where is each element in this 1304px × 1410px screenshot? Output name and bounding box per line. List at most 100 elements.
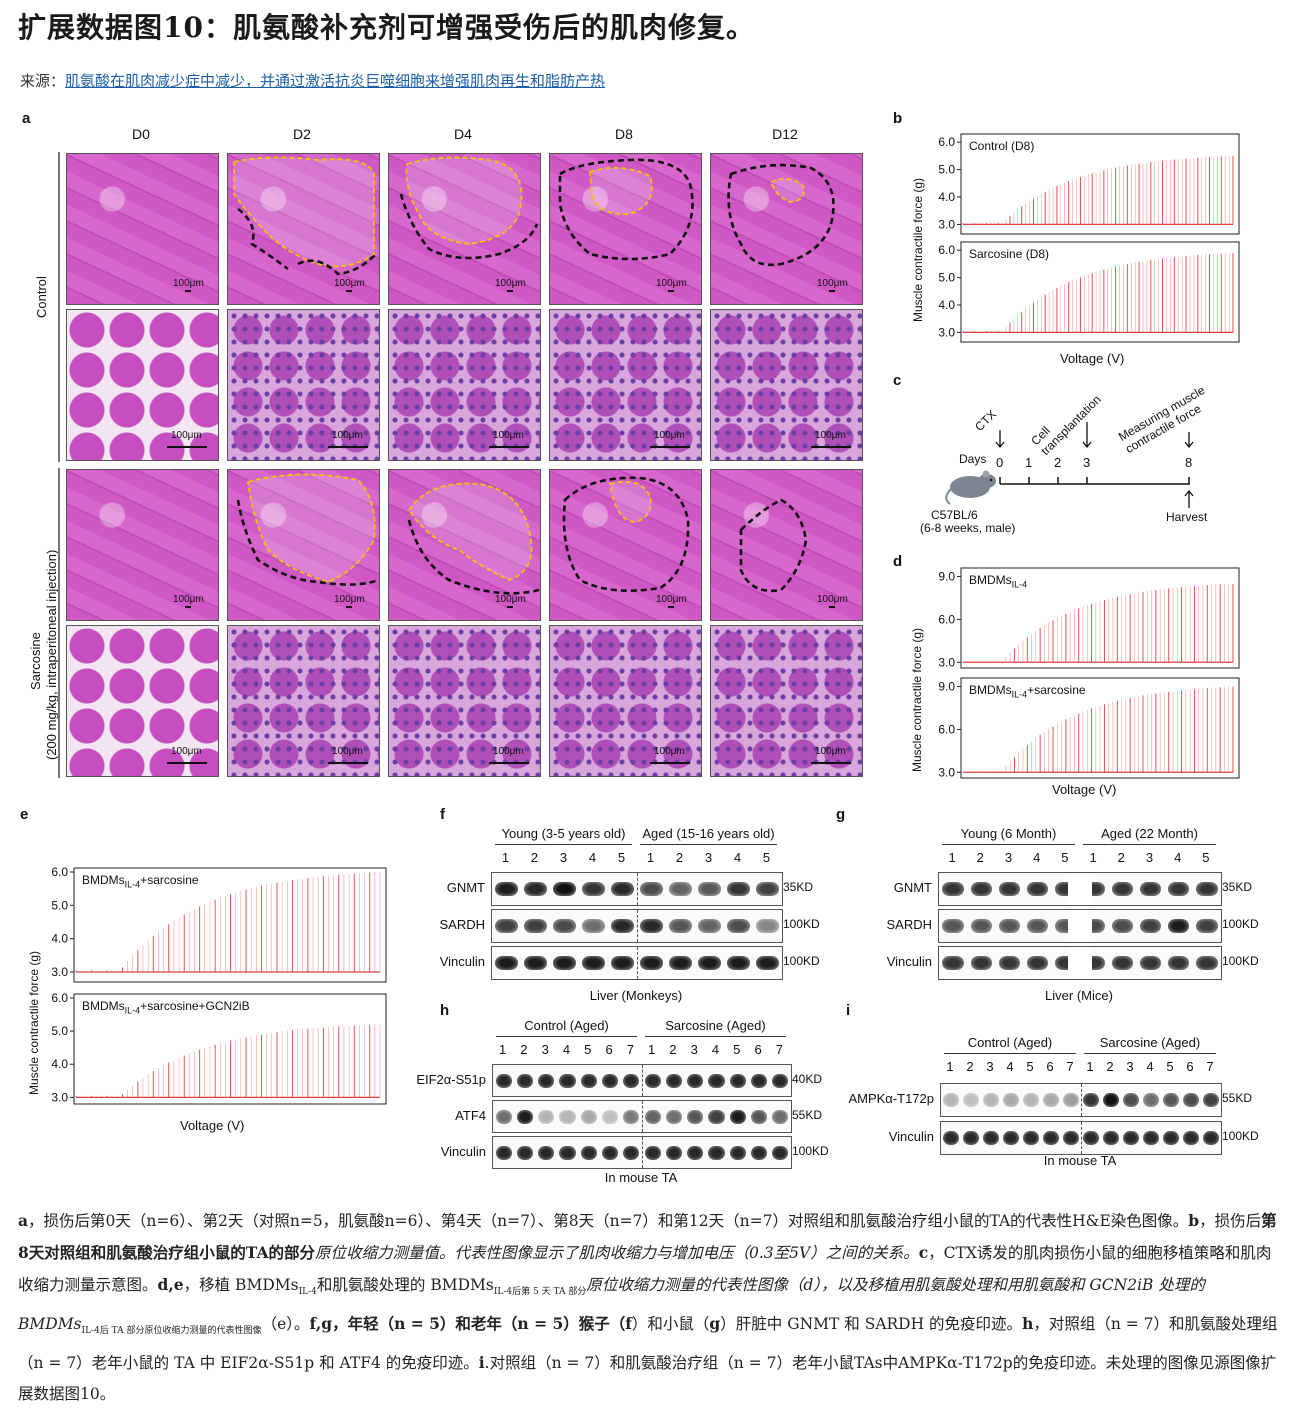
scale-bar [507,606,513,608]
column-label-d0: D0 [132,126,150,142]
cap-a-text: ，损伤后第0天（n=6）、第2天（对照n=5，肌氨酸n=6）、第4天（n=7）、… [28,1212,1189,1230]
trace-label-sub: IL-4 [1011,689,1028,700]
he-image-r2-c1: 100μm [66,309,219,461]
trace-label-name: Control (D8) [969,139,1035,153]
blot-band [601,1145,619,1160]
lane-number: 7 [775,1042,783,1057]
cap-g: g [709,1314,721,1334]
blot-band [1167,882,1190,896]
trace-label-name: BMDMs [969,573,1012,587]
cap-c: c [918,1243,929,1262]
lane-number: 1 [1086,1059,1094,1074]
scale-label: 100μm [173,278,204,289]
blot-band [601,1073,619,1088]
blot-row-label: GNMT [446,880,485,895]
blot-band [559,1109,576,1124]
blot-band [1043,1093,1059,1107]
he-image-r4-c3: 100μm [388,625,541,777]
panel-h-label: h [440,1002,450,1019]
injury-outline [558,158,694,261]
lane-number: 5 [584,1042,592,1057]
scale-label: 100μm [495,594,526,605]
trace-label-sub: IL-4 [1011,579,1028,590]
timeline-schematic [920,380,1260,540]
lane-number: 4 [711,1042,720,1057]
blot-band [495,882,518,896]
cap-c-text: ，CTX诱发的肌肉损伤小鼠的细胞移植策略和肌肉收缩力测量示意图。 [18,1244,1272,1294]
blot-band [644,1073,661,1088]
blot-band [750,1109,768,1124]
blot-strip [492,1064,792,1097]
blot-strip [491,872,783,906]
row-label-sarcosine: Sarcosine [28,632,43,690]
cap-fg-bold: ，年轻（n = 5）和老年（n = 5）猴子（ [332,1314,626,1334]
trace-label: BMDMsIL-4+sarcosine [82,873,199,889]
blot-panel-h: Control (Aged) Sarcosine (Aged) 1 2 3 4 5 6 7 1 2 3… [400,1018,860,1193]
scale-label: 100μm [817,278,848,289]
lane-number: 4 [1033,850,1041,865]
blot-band [708,1073,725,1088]
trace-bmdm: 9.0 6.0 3.0 BMDMsIL-4 [925,566,1241,672]
scale-label: 100μm [493,746,524,757]
source-label: 来源： [20,73,66,90]
trace-label-name: Sarcosine (D8) [969,247,1050,261]
lane-number: 2 [669,1042,677,1057]
blot-band [756,956,779,970]
column-label-d4: D4 [454,126,472,142]
y-tick-label: 3.0 [938,655,955,669]
panel-b-label: b [893,110,903,127]
cap-fg-text: ）和小鼠（ [631,1315,710,1334]
y-tick-label: 3.0 [938,325,955,339]
blot-strip [491,909,783,943]
y-tick-label: 5.0 [51,898,68,912]
blot-band [1139,882,1162,896]
cap-de-sub3: IL-4后 TA 部分原位收缩力测量的代表性图像 [81,1326,262,1337]
blot-band [516,1073,533,1088]
injury-outline [399,156,539,260]
mouse-strain: C57BL/6 [931,508,978,522]
lane-number: 3 [690,1042,698,1057]
blot-band [1203,1131,1219,1145]
y-tick-label: 9.0 [938,680,955,694]
blot-band [640,919,663,933]
blot-row-label: Vinculin [886,954,932,969]
blot-divider [637,873,638,905]
blot-band [687,1145,704,1160]
lane-number: 5 [1026,1059,1034,1074]
trace-svg: 6.0 5.0 4.0 3.0 [51,865,387,983]
trace-label-suffix: +sarcosine [1027,683,1086,697]
lane-number: 1 [648,1042,656,1057]
lane-number: 3 [1004,850,1013,865]
y-tick-label: 4.0 [51,932,68,946]
scale-label: 100μm [493,430,524,441]
blot-band [580,1145,597,1160]
blot-band [665,1145,682,1160]
cap-fg: f,g [309,1314,333,1334]
source-link[interactable]: 肌氨酸在肌肉减少症中减少，并通过激活抗炎巨噬细胞来增强肌肉再生和脂肪产热 [65,73,606,90]
trace-bmdm-sarcosine-e: 6.0 5.0 4.0 3.0 BMDMsIL-4+sarcosine [42,865,388,986]
blot-band [1163,1093,1179,1107]
scale-label: 100μm [656,594,687,605]
blot-group-left: Young (6 Month) [960,826,1057,841]
blot-split [1068,873,1092,905]
blot-band [640,882,663,896]
blot-band [582,956,605,970]
cap-b: b [1188,1211,1200,1230]
blot-group-left: Young (3-5 years old) [501,826,626,841]
blot-band [623,1073,640,1088]
blot-band [1023,1093,1039,1107]
blot-band [538,1109,555,1124]
column-label-d8: D8 [615,126,633,142]
lane-number: 3 [1145,850,1154,865]
trace-svg: 9.0 6.0 3.0 [938,677,1240,779]
panel-b-xlabel: Voltage (V) [1060,351,1125,366]
blot-divider [637,947,638,979]
blot-band [943,1093,959,1107]
he-image-r2-c2: 100μm [227,309,380,461]
y-tick-label: 4.0 [938,190,955,204]
blot-band [495,919,518,933]
timeline-tick-3: 3 [1083,455,1091,470]
blot-band [1167,956,1190,970]
blot-band [524,956,547,970]
cap-i: i [478,1353,485,1373]
